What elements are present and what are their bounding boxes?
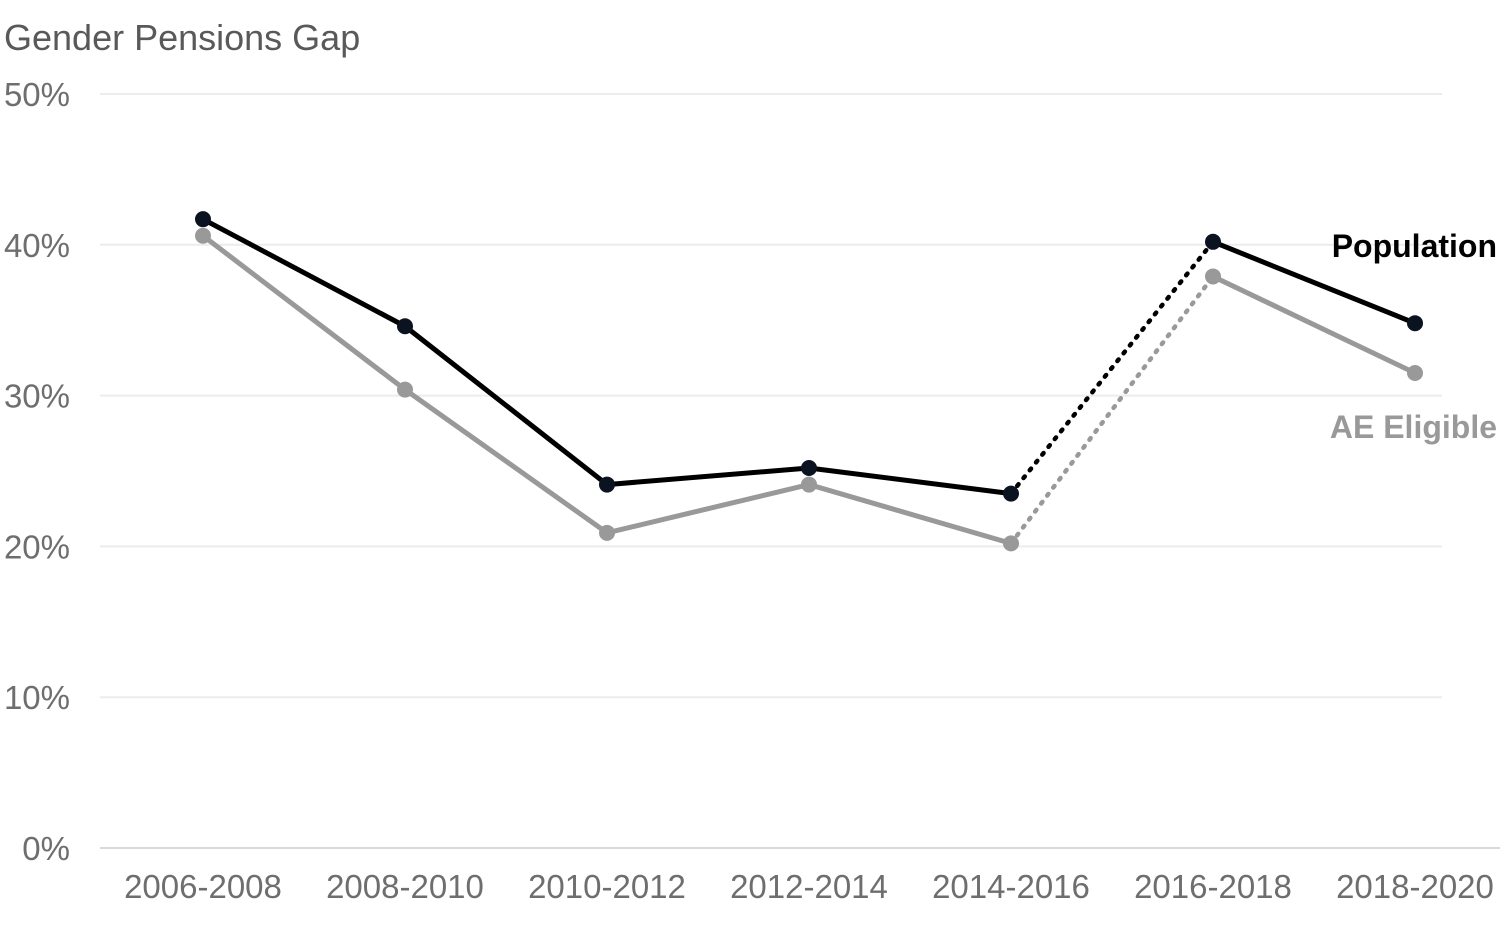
population-point <box>599 476 615 493</box>
series-labels: Population AE Eligible <box>1330 228 1497 445</box>
population-point <box>1205 233 1221 250</box>
y-tick-label: 10% <box>4 679 70 716</box>
x-tick-label: 2014-2016 <box>932 868 1090 905</box>
y-tick-label: 40% <box>4 227 70 264</box>
x-axis-ticks: 2006-2008 2008-2010 2010-2012 2012-2014 2014… <box>124 868 1494 905</box>
ae-eligible-point <box>1407 364 1423 381</box>
x-tick-label: 2006-2008 <box>124 868 282 905</box>
y-tick-label: 50% <box>4 76 70 113</box>
population-point <box>397 318 413 335</box>
x-tick-label: 2010-2012 <box>528 868 686 905</box>
ae-eligible-point <box>195 227 211 244</box>
x-tick-label: 2012-2014 <box>730 868 888 905</box>
series-lines <box>200 216 1418 546</box>
gridlines <box>100 93 1500 849</box>
ae-eligible-point <box>1003 535 1019 552</box>
ae-eligible-point <box>1205 268 1221 285</box>
x-tick-label: 2008-2010 <box>326 868 484 905</box>
population-point <box>801 459 817 476</box>
ae-eligible-point <box>801 476 817 493</box>
population-line <box>200 216 1014 497</box>
series-points <box>195 211 1423 552</box>
ae-eligible-point <box>599 524 615 541</box>
ae-eligible-point <box>397 381 413 398</box>
ae-eligible-dotted-segment <box>1008 274 1216 546</box>
population-point <box>1407 315 1423 332</box>
y-tick-label: 30% <box>4 378 70 415</box>
population-point <box>195 211 211 228</box>
x-tick-label: 2018-2020 <box>1336 868 1494 905</box>
y-tick-label: 20% <box>4 528 70 565</box>
x-tick-label: 2016-2018 <box>1134 868 1292 905</box>
y-tick-label: 0% <box>22 830 70 867</box>
population-line <box>1210 239 1418 326</box>
ae-eligible-line <box>1210 273 1418 376</box>
population-label: Population <box>1332 228 1497 264</box>
population-dotted-segment <box>1008 239 1216 496</box>
population-point <box>1003 485 1019 502</box>
y-axis-ticks: 0% 10% 20% 30% 40% 50% <box>4 76 70 867</box>
chart-title: Gender Pensions Gap <box>4 17 360 58</box>
ae-eligible-label: AE Eligible <box>1330 409 1497 445</box>
